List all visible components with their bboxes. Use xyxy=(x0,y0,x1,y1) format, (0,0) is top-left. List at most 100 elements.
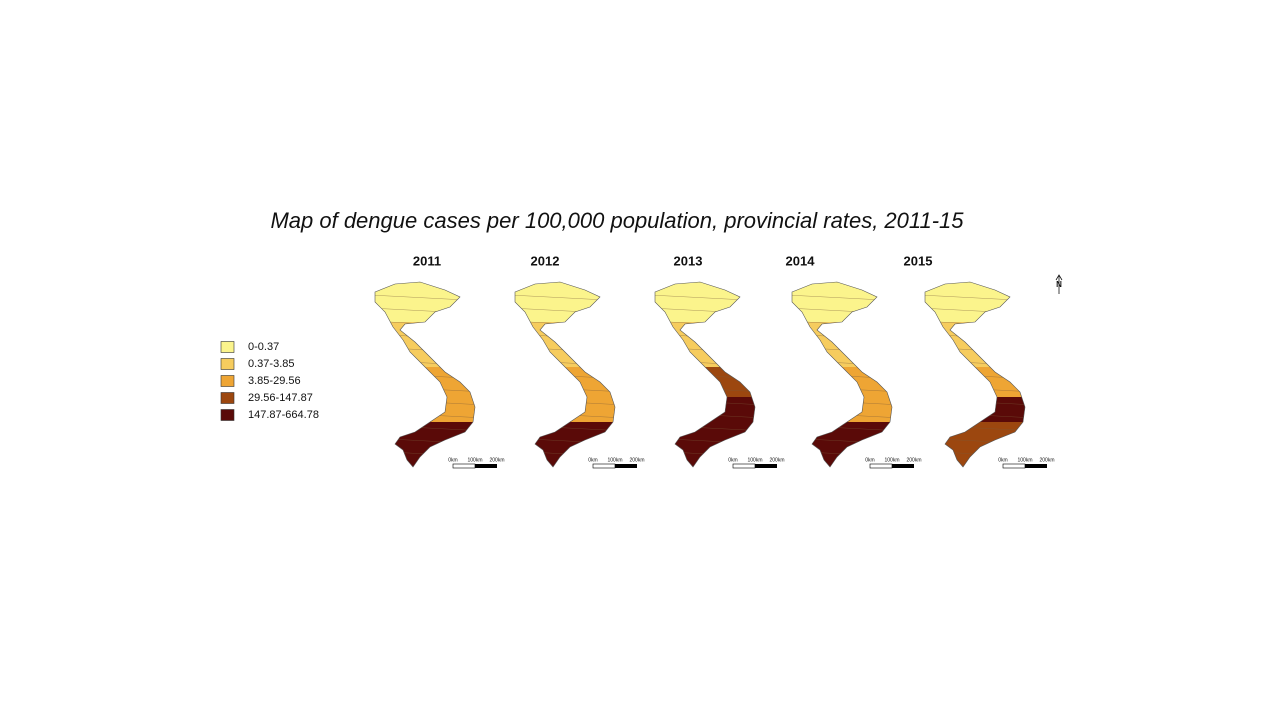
province-border xyxy=(655,333,755,341)
north-arrow-head xyxy=(1055,274,1063,281)
map-outline xyxy=(924,281,1026,468)
map-year: 2011 xyxy=(413,253,441,268)
map: 0km 100km 200km xyxy=(654,281,785,469)
map-regions xyxy=(375,282,475,467)
scale-bar-white xyxy=(452,463,476,469)
scale-bar-black xyxy=(755,464,777,468)
region xyxy=(375,367,475,397)
scale-bar-label: 200km xyxy=(629,457,644,463)
province-border xyxy=(792,346,892,354)
north-arrow: N xyxy=(1055,274,1063,294)
province-border xyxy=(925,372,1025,380)
province-border xyxy=(515,333,615,341)
province-border xyxy=(655,320,755,328)
legend-swatch xyxy=(220,375,235,387)
region xyxy=(925,397,1025,422)
province-border xyxy=(515,450,615,458)
region xyxy=(792,367,892,397)
province-border xyxy=(375,320,475,328)
region xyxy=(655,367,755,397)
province-border xyxy=(792,320,892,328)
region xyxy=(925,322,1025,367)
legend-swatch xyxy=(220,341,235,353)
region xyxy=(375,397,475,422)
map-outline xyxy=(791,281,893,468)
legend-swatch xyxy=(220,392,235,404)
province-border xyxy=(925,333,1025,341)
province-border xyxy=(655,372,755,380)
province-border xyxy=(375,372,475,380)
region xyxy=(515,397,615,422)
region xyxy=(792,322,892,367)
map-regions xyxy=(925,282,1025,467)
scale-bar-black xyxy=(615,464,637,468)
scale-bar-label: 100km xyxy=(607,457,622,463)
region xyxy=(375,322,475,367)
region xyxy=(925,367,1025,397)
scale-bar-black xyxy=(475,464,497,468)
scale-bar-white xyxy=(732,463,756,469)
scale-bar-white xyxy=(1002,463,1026,469)
province-border xyxy=(375,333,475,341)
province-border xyxy=(925,320,1025,328)
region xyxy=(792,397,892,422)
scale-bar-black xyxy=(1025,464,1047,468)
province-border xyxy=(375,450,475,458)
legend-label: 0.37-3.85 xyxy=(248,358,294,370)
map: 0km 100km 200km xyxy=(791,281,922,469)
region xyxy=(515,322,615,367)
province-border xyxy=(925,346,1025,354)
province-border xyxy=(655,385,755,393)
scale-bar-label: 100km xyxy=(884,457,899,463)
map-regions xyxy=(792,282,892,467)
province-border xyxy=(515,346,615,354)
map: 0km 100km 200km xyxy=(514,281,645,469)
scale-bar-label: 0km xyxy=(448,457,457,463)
region xyxy=(655,322,755,367)
province-border xyxy=(792,333,892,341)
province-border xyxy=(515,320,615,328)
scale-bar-black xyxy=(892,464,914,468)
province-border xyxy=(655,346,755,354)
province-border xyxy=(925,450,1025,458)
scale-bar-white xyxy=(869,463,893,469)
legend-label: 0-0.37 xyxy=(248,341,279,353)
scale-bar-label: 100km xyxy=(1017,457,1032,463)
map: 0km 100km 200km xyxy=(374,281,505,469)
scale-bar-label: 100km xyxy=(747,457,762,463)
province-border xyxy=(792,385,892,393)
scale-bar-label: 0km xyxy=(588,457,597,463)
map-outline xyxy=(514,281,616,468)
map-year: 2015 xyxy=(904,253,933,268)
legend-label: 29.56-147.87 xyxy=(248,392,313,404)
map-regions xyxy=(515,282,615,467)
title: Map of dengue cases per 100,000 populati… xyxy=(270,208,964,233)
scale-bar-label: 0km xyxy=(998,457,1007,463)
scale-bar-label: 0km xyxy=(728,457,737,463)
province-border xyxy=(515,372,615,380)
map: 0km 100km 200km xyxy=(924,281,1055,469)
scale-bar-label: 200km xyxy=(1039,457,1054,463)
province-border xyxy=(515,385,615,393)
map-outline xyxy=(374,281,476,468)
north-label: N xyxy=(1056,280,1062,289)
province-border xyxy=(655,450,755,458)
map-year: 2014 xyxy=(786,253,816,268)
province-border xyxy=(792,450,892,458)
scale-bar-label: 200km xyxy=(906,457,921,463)
province-border xyxy=(375,346,475,354)
scale-bar-label: 200km xyxy=(489,457,504,463)
province-border xyxy=(375,385,475,393)
region xyxy=(515,367,615,397)
map-regions xyxy=(655,282,755,467)
scale-bar-label: 100km xyxy=(467,457,482,463)
province-border xyxy=(925,385,1025,393)
scale-bar-white xyxy=(592,463,616,469)
legend-label: 3.85-29.56 xyxy=(248,375,301,387)
legend-swatch xyxy=(220,409,235,421)
map-year: 2013 xyxy=(674,253,703,268)
scale-bar-label: 200km xyxy=(769,457,784,463)
scale-bar-label: 0km xyxy=(865,457,874,463)
legend-label: 147.87-664.78 xyxy=(248,409,319,421)
